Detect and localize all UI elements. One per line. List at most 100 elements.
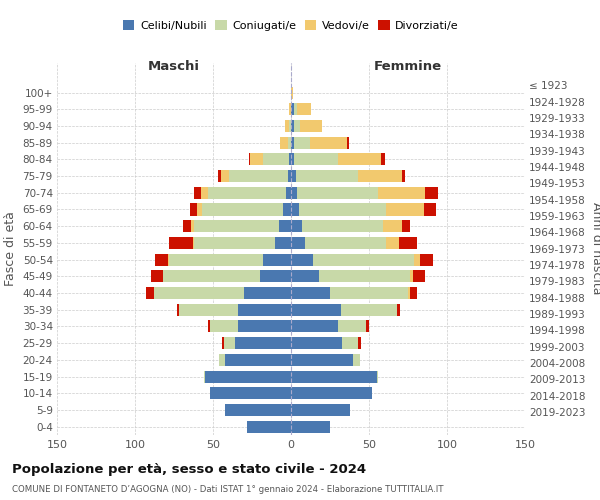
Bar bbox=[194, 237, 275, 249]
Text: COMUNE DI FONTANETO D’AGOGNA (NO) - Dati ISTAT 1° gennaio 2024 - Elaborazione TU: COMUNE DI FONTANETO D’AGOGNA (NO) - Dati… bbox=[12, 485, 443, 494]
Bar bbox=[197, 204, 202, 216]
Bar bbox=[210, 387, 291, 400]
Bar bbox=[280, 136, 288, 148]
Bar bbox=[275, 237, 291, 249]
Bar bbox=[301, 120, 322, 132]
Bar bbox=[313, 254, 414, 266]
Bar bbox=[291, 270, 319, 282]
Bar bbox=[154, 287, 244, 299]
Bar bbox=[353, 354, 359, 366]
Bar bbox=[260, 270, 291, 282]
Bar bbox=[291, 187, 297, 199]
Bar bbox=[179, 304, 238, 316]
Bar bbox=[219, 354, 226, 366]
Bar bbox=[291, 120, 294, 132]
Bar bbox=[410, 270, 413, 282]
Bar bbox=[177, 304, 179, 316]
Bar bbox=[291, 387, 372, 400]
Bar bbox=[224, 337, 235, 349]
Bar bbox=[244, 287, 291, 299]
Bar bbox=[291, 204, 299, 216]
Bar bbox=[291, 237, 305, 249]
Bar bbox=[194, 220, 278, 232]
Text: Popolazione per età, sesso e stato civile - 2024: Popolazione per età, sesso e stato civil… bbox=[12, 462, 366, 475]
Bar bbox=[397, 304, 400, 316]
Bar bbox=[402, 170, 405, 182]
Bar bbox=[169, 237, 193, 249]
Bar bbox=[347, 136, 349, 148]
Bar bbox=[223, 337, 224, 349]
Bar bbox=[169, 254, 263, 266]
Bar bbox=[289, 104, 291, 116]
Bar bbox=[291, 136, 294, 148]
Bar bbox=[146, 287, 154, 299]
Bar bbox=[421, 254, 433, 266]
Bar bbox=[278, 220, 291, 232]
Bar bbox=[341, 304, 397, 316]
Bar bbox=[299, 204, 386, 216]
Bar bbox=[288, 170, 291, 182]
Bar bbox=[294, 136, 310, 148]
Bar bbox=[250, 154, 263, 166]
Bar bbox=[238, 320, 291, 332]
Bar bbox=[194, 187, 200, 199]
Bar bbox=[291, 404, 350, 416]
Bar bbox=[414, 254, 421, 266]
Bar bbox=[163, 270, 260, 282]
Text: Femmine: Femmine bbox=[374, 60, 442, 74]
Bar bbox=[291, 220, 302, 232]
Bar bbox=[297, 187, 379, 199]
Bar bbox=[205, 370, 291, 382]
Bar bbox=[382, 154, 385, 166]
Bar bbox=[338, 154, 382, 166]
Bar bbox=[155, 254, 168, 266]
Bar bbox=[386, 237, 398, 249]
Bar bbox=[247, 420, 291, 432]
Bar bbox=[366, 320, 369, 332]
Bar bbox=[297, 104, 311, 116]
Bar bbox=[294, 104, 297, 116]
Bar bbox=[291, 337, 343, 349]
Bar bbox=[410, 287, 418, 299]
Bar bbox=[424, 204, 436, 216]
Legend: Celibi/Nubili, Coniugati/e, Vedovi/e, Divorziati/e: Celibi/Nubili, Coniugati/e, Vedovi/e, Di… bbox=[119, 16, 463, 35]
Bar bbox=[283, 204, 291, 216]
Bar bbox=[358, 170, 402, 182]
Bar bbox=[151, 270, 163, 282]
Bar bbox=[191, 220, 194, 232]
Bar bbox=[221, 170, 229, 182]
Bar bbox=[291, 304, 341, 316]
Bar bbox=[379, 187, 425, 199]
Bar bbox=[291, 420, 330, 432]
Bar bbox=[377, 370, 379, 382]
Bar bbox=[398, 237, 418, 249]
Bar bbox=[249, 154, 250, 166]
Bar bbox=[310, 136, 347, 148]
Bar bbox=[184, 220, 191, 232]
Bar bbox=[286, 187, 291, 199]
Bar bbox=[202, 204, 283, 216]
Bar bbox=[226, 404, 291, 416]
Y-axis label: Anni di nascita: Anni di nascita bbox=[590, 202, 600, 295]
Y-axis label: Fasce di età: Fasce di età bbox=[4, 212, 17, 286]
Bar bbox=[291, 86, 293, 99]
Bar bbox=[291, 287, 330, 299]
Bar bbox=[291, 170, 296, 182]
Bar bbox=[235, 337, 291, 349]
Bar bbox=[305, 237, 386, 249]
Bar bbox=[383, 220, 402, 232]
Bar bbox=[291, 354, 353, 366]
Bar bbox=[302, 220, 383, 232]
Bar bbox=[402, 220, 410, 232]
Bar bbox=[208, 320, 210, 332]
Bar bbox=[413, 270, 425, 282]
Bar bbox=[210, 320, 238, 332]
Bar bbox=[285, 120, 289, 132]
Bar bbox=[291, 104, 294, 116]
Bar bbox=[291, 320, 338, 332]
Bar bbox=[296, 170, 358, 182]
Bar bbox=[200, 187, 208, 199]
Bar bbox=[289, 154, 291, 166]
Bar bbox=[288, 136, 291, 148]
Bar bbox=[338, 320, 366, 332]
